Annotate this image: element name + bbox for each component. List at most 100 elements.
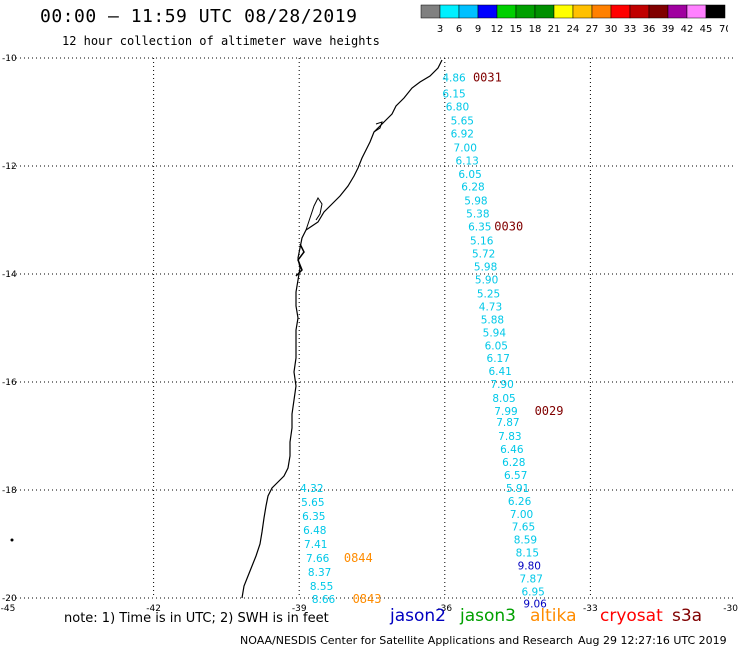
map-grid (8, 58, 736, 598)
wave-height-value: 6.28 (502, 457, 525, 469)
wave-height-value: 9.06 (523, 598, 547, 610)
bay-outline (305, 197, 323, 231)
pass-time-labels: 0031 0030 0029 0844 0843 (344, 70, 564, 606)
scale-label: 18 (529, 24, 542, 35)
scale-label: 12 (491, 24, 504, 35)
scale-label: 45 (700, 24, 713, 35)
wave-height-value: 5.98 (474, 261, 497, 273)
lat-label: -16 (2, 378, 17, 388)
wave-height-value: 6.05 (458, 169, 481, 181)
wave-height-value: 8.59 (514, 535, 537, 547)
footer-credit: NOAA/NESDIS Center for Satellite Applica… (240, 634, 574, 647)
wave-height-value: 6.80 (446, 102, 469, 114)
coastline (10, 59, 443, 599)
wave-height-value: 6.13 (455, 156, 478, 168)
satellite-s3a: s3a (672, 606, 703, 626)
wave-height-value: 9.80 (518, 561, 541, 573)
longitude-labels: -45 -42 -39 -36 -33 -30 (1, 604, 739, 614)
wave-height-value: 8.66 (312, 594, 336, 606)
satellite-cryosat: cryosat (600, 606, 663, 626)
scale-label: 39 (662, 24, 675, 35)
wave-height-value: 7.99 (494, 406, 517, 418)
map-subtitle: 12 hour collection of altimeter wave hei… (62, 34, 380, 48)
note-text: note: 1) Time is in UTC; 2) SWH is in fe… (64, 611, 329, 626)
wave-height-value: 6.05 (485, 340, 508, 352)
wave-height-value: 6.17 (487, 353, 510, 365)
scale-label: 9 (475, 24, 481, 35)
lon-label: -39 (292, 604, 307, 614)
pass-time-label: 0029 (535, 404, 564, 418)
wave-height-value: 4.86 (442, 72, 466, 84)
wave-height-value: 7.87 (496, 417, 519, 429)
scale-label: 24 (567, 24, 580, 35)
coastline-path (241, 59, 443, 599)
wave-height-value: 5.25 (477, 288, 500, 300)
lat-label: -10 (2, 54, 17, 64)
scale-label: 15 (510, 24, 523, 35)
small-island (10, 538, 14, 542)
scale-label: 33 (624, 24, 637, 35)
wave-height-value: 7.87 (520, 574, 543, 586)
scale-label: 3 (437, 24, 443, 35)
wave-height-value: 6.48 (303, 525, 326, 537)
lon-label: -42 (146, 604, 161, 614)
latitude-labels: -10 -12 -14 -16 -18 -20 (2, 54, 17, 604)
lon-label: -30 (723, 604, 738, 614)
wave-height-value: 6.57 (504, 470, 527, 482)
wave-height-value: 5.91 (506, 483, 529, 495)
scale-label: 70 (ft) (719, 24, 728, 35)
wave-height-value: 6.35 (302, 511, 325, 523)
wave-height-values: 4.866.156.805.656.927.006.136.056.285.98… (300, 72, 547, 610)
lon-label: -33 (583, 604, 598, 614)
wave-height-value: 8.05 (492, 393, 515, 405)
pass-time-label: 0031 (473, 70, 502, 84)
lat-label: -20 (2, 594, 17, 604)
wave-height-value: 5.94 (483, 327, 507, 339)
map-title: 00:00 – 11:59 UTC 08/28/2019 (40, 6, 358, 27)
scale-label: 36 (643, 24, 656, 35)
wave-height-value: 6.26 (508, 496, 532, 508)
wave-height-value: 4.32 (300, 483, 323, 495)
pass-time-label: 0843 (353, 592, 382, 606)
wave-height-value: 6.95 (521, 587, 544, 599)
wave-height-value: 8.55 (310, 581, 333, 593)
wave-height-value: 4.73 (479, 301, 502, 313)
wave-height-value: 5.72 (472, 248, 495, 260)
wave-height-value: 8.37 (308, 567, 331, 579)
color-scale-legend: 36912151821242730333639424570 (ft) (420, 4, 728, 35)
wave-height-value: 5.65 (451, 116, 474, 128)
wave-height-value: 5.88 (481, 314, 504, 326)
wave-height-value: 7.00 (510, 509, 533, 521)
scale-label: 30 (605, 24, 618, 35)
scale-label: 21 (548, 24, 561, 35)
pass-time-label: 0844 (344, 551, 373, 565)
wave-height-value: 5.90 (475, 274, 498, 286)
footer-timestamp: Aug 29 12:27:16 UTC 2019 (578, 634, 727, 647)
wave-height-value: 5.38 (466, 209, 489, 221)
scale-label: 6 (456, 24, 462, 35)
wave-height-value: 7.66 (306, 553, 330, 565)
wave-height-value: 6.15 (442, 89, 465, 101)
scale-swatch (705, 4, 726, 19)
wave-height-value: 6.41 (488, 366, 511, 378)
wave-height-value: 7.90 (490, 379, 513, 391)
wave-height-value: 6.92 (451, 129, 474, 141)
lon-label: -36 (437, 604, 452, 614)
wave-height-value: 5.98 (464, 196, 487, 208)
wave-height-value: 8.15 (516, 548, 539, 560)
wave-height-value: 5.65 (301, 497, 324, 509)
wave-height-value: 6.28 (461, 182, 484, 194)
estuary-outline (295, 243, 305, 277)
satellite-jason2: jason2 (390, 606, 446, 626)
wave-height-value: 7.83 (498, 431, 521, 443)
lon-label: -45 (1, 604, 16, 614)
scale-label: 27 (586, 24, 599, 35)
scale-label: 42 (681, 24, 694, 35)
wave-height-value: 7.65 (512, 522, 535, 534)
lat-label: -12 (2, 162, 17, 172)
wave-height-value: 5.16 (470, 236, 494, 248)
lat-label: -18 (2, 486, 17, 496)
satellite-altika: altika (530, 606, 577, 626)
lat-label: -14 (2, 270, 17, 280)
